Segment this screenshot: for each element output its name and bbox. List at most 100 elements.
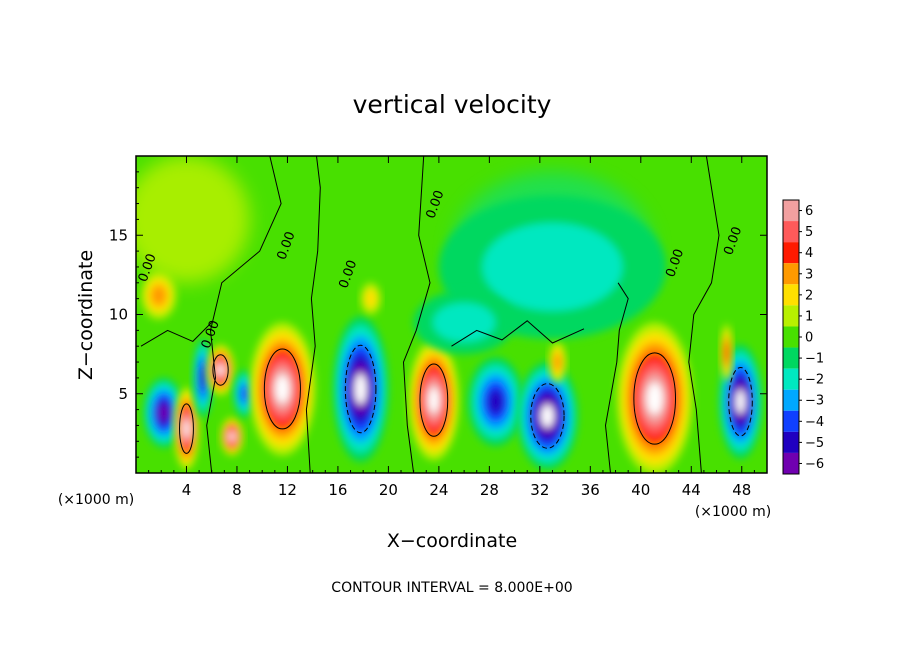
velocity-cell-3-level-6 [217, 364, 224, 376]
colorbar-swatch-6 [783, 326, 799, 348]
velocity-cell-15 [141, 271, 177, 320]
zero-contour-2 [604, 282, 629, 473]
velocity-cell-11-level-2 [553, 352, 562, 372]
x-tick-label-28: 28 [480, 481, 499, 499]
colorbar-swatch-9 [783, 389, 799, 411]
velocity-cell-9-level-4 [487, 388, 504, 415]
colorbar-swatch-10 [783, 410, 799, 432]
zero-contour-1 [402, 156, 431, 473]
velocity-field [136, 156, 762, 473]
x-tick-label-16: 16 [328, 481, 347, 499]
x-tick-label-32: 32 [530, 481, 549, 499]
z-axis-scale-note: (×1000 m) [695, 504, 771, 520]
velocity-cell-11 [548, 341, 567, 383]
contour-cell-12 [633, 352, 677, 445]
velocity-cell-15-level-2 [150, 284, 167, 307]
velocity-cell-1-level-6 [183, 419, 190, 438]
colorbar-swatch-2 [783, 242, 799, 264]
colorbar-label-4: 2 [805, 288, 813, 303]
colorbar-label-5: 1 [805, 309, 813, 324]
velocity-cell-10 [517, 362, 578, 470]
velocity-cell-12 [616, 322, 693, 473]
velocity-cell-2 [192, 338, 213, 418]
x-tick-label-12: 12 [278, 481, 297, 499]
zero-contour-4 [206, 156, 282, 473]
velocity-cell-16-level-1 [364, 288, 377, 309]
colorbar-swatch-0 [783, 200, 799, 222]
zero-contour-0 [305, 156, 321, 473]
y-axis-label: Z−coordinate [75, 250, 97, 380]
y-tick-label-10: 10 [109, 306, 128, 324]
velocity-cell-12-level-6 [646, 382, 663, 415]
contour-cell-3 [212, 354, 229, 386]
x-tick-label-40: 40 [631, 481, 650, 499]
velocity-cell-7 [332, 316, 389, 462]
upper-left-band [136, 156, 250, 283]
contour-interval-footer: CONTOUR INTERVAL = 8.000E+00 [331, 580, 572, 596]
velocity-cell-14-level-3 [724, 342, 729, 363]
colorbar-label-6: 0 [805, 331, 813, 346]
x-tick-label-24: 24 [429, 481, 448, 499]
colorbar-swatch-11 [783, 431, 799, 453]
colorbar-label-1: 5 [805, 225, 813, 240]
velocity-cell-17-level-1 [482, 223, 623, 311]
velocity-cell-10-level-6 [541, 404, 554, 428]
colorbar: 6 5 4 3 2 1 0 −1 −2 −3 −4 −5 −6 [782, 199, 824, 475]
velocity-cell-14 [720, 324, 733, 382]
colorbar-label-9: −3 [805, 394, 824, 409]
zero-contour-6 [451, 320, 585, 347]
velocity-cell-5-level-3 [240, 385, 249, 403]
velocity-cell-1 [173, 387, 200, 470]
colorbar-label-0: 6 [805, 204, 813, 219]
velocity-cell-2-level-4 [200, 366, 206, 390]
colorbar-label-10: −4 [805, 415, 824, 430]
x-tick-label-4: 4 [182, 481, 192, 499]
velocity-cell-0-level-5 [158, 404, 169, 422]
x-tick-label-20: 20 [379, 481, 398, 499]
colorbar-label-3: 3 [805, 267, 813, 282]
velocity-cell-4-level-6 [229, 432, 235, 441]
velocity-cell-16 [360, 282, 381, 315]
colorbar-label-8: −2 [805, 373, 824, 388]
contour-cell-10 [530, 383, 565, 449]
colorbar-swatch-12 [783, 452, 799, 474]
x-tick-label-36: 36 [581, 481, 600, 499]
colorbar-swatch-7 [783, 347, 799, 369]
contour-cell-1 [179, 403, 194, 454]
y-tick-label-5: 5 [118, 385, 128, 403]
colorbar-label-12: −6 [805, 457, 824, 472]
x-tick-label-48: 48 [732, 481, 751, 499]
colorbar-swatch-3 [783, 263, 799, 285]
velocity-cell-13-level-6 [735, 389, 746, 414]
x-tick-label-44: 44 [682, 481, 701, 499]
velocity-cell-18 [413, 290, 515, 355]
x-axis-ticks: 4 8 12 16 20 24 28 32 36 40 44 48 [148, 156, 755, 499]
plot-area: 0.000.000.000.000.000.000.00 [136, 156, 767, 473]
velocity-cell-18-level-1 [433, 302, 496, 342]
y-tick-label-15: 15 [109, 226, 128, 244]
velocity-cell-8 [408, 339, 460, 461]
velocity-cell-3 [206, 344, 235, 396]
velocity-cell-9 [467, 357, 524, 447]
velocity-cell-4 [220, 417, 244, 456]
contour-cell-13 [728, 366, 753, 437]
x-axis-scale-note: (×1000 m) [58, 492, 134, 508]
contour-cell-8 [419, 363, 449, 437]
y-axis-ticks: 5 10 15 [109, 171, 767, 458]
velocity-cell-7-level-6 [354, 373, 367, 405]
x-tick-label-8: 8 [232, 481, 242, 499]
zero-contour-5 [140, 322, 213, 347]
colorbar-swatch-5 [783, 305, 799, 327]
velocity-cell-0 [143, 377, 184, 448]
contour-cell-6 [263, 348, 301, 430]
contour-cell-7 [344, 344, 377, 434]
x-axis-label: X−coordinate [387, 530, 517, 552]
colorbar-label-7: −1 [805, 352, 824, 367]
zero-contour-3 [688, 156, 720, 473]
colorbar-label-2: 4 [805, 246, 813, 261]
velocity-cell-8-level-6 [428, 387, 440, 413]
colorbar-swatch-8 [783, 368, 799, 390]
velocity-cell-6-level-6 [275, 374, 290, 404]
velocity-cell-6 [249, 322, 316, 456]
